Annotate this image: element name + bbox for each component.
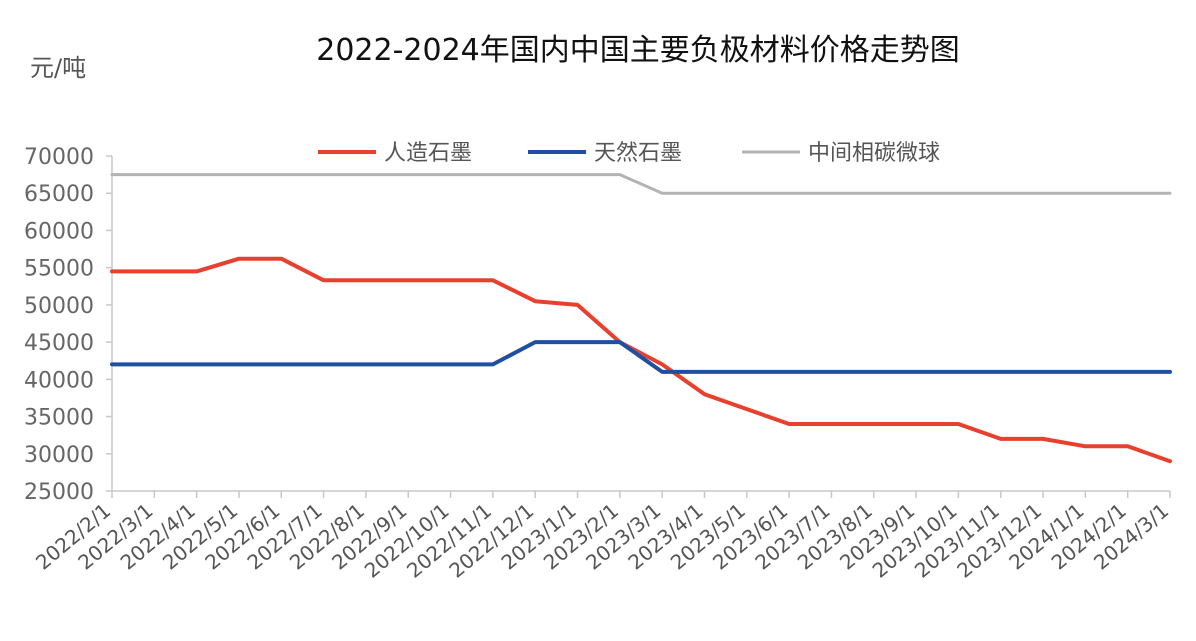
y-tick-label: 35000 [24, 406, 94, 431]
chart-title: 2022-2024年国内中国主要负极材料价格走势图 [316, 33, 960, 68]
y-tick-label: 65000 [24, 182, 94, 207]
x-axis: 2022/2/12022/3/12022/4/12022/5/12022/6/1… [31, 490, 1173, 583]
y-axis: 70000 65000 60000 55000 50000 45000 40000 35000… [24, 145, 113, 505]
y-tick-label: 25000 [24, 480, 94, 505]
y-tick-label: 55000 [24, 257, 94, 282]
legend-label-2: 天然石墨 [594, 141, 682, 166]
y-tick-label: 30000 [24, 443, 94, 468]
series-line-1 [110, 256, 1172, 464]
y-tick-label: 60000 [24, 219, 94, 244]
legend: 人造石墨 天然石墨 中间相碳微球 [318, 141, 940, 166]
y-tick-label: 50000 [24, 294, 94, 319]
legend-label-1: 人造石墨 [384, 141, 472, 166]
y-tick-label: 40000 [24, 368, 94, 393]
series-line-2 [110, 340, 1172, 374]
y-tick-label: 45000 [24, 331, 94, 356]
legend-label-3: 中间相碳微球 [808, 141, 940, 166]
series-line-3 [110, 173, 1172, 195]
series-lines [110, 173, 1172, 464]
y-tick-label: 70000 [24, 145, 94, 170]
y-axis-unit-label: 元/吨 [30, 54, 86, 82]
